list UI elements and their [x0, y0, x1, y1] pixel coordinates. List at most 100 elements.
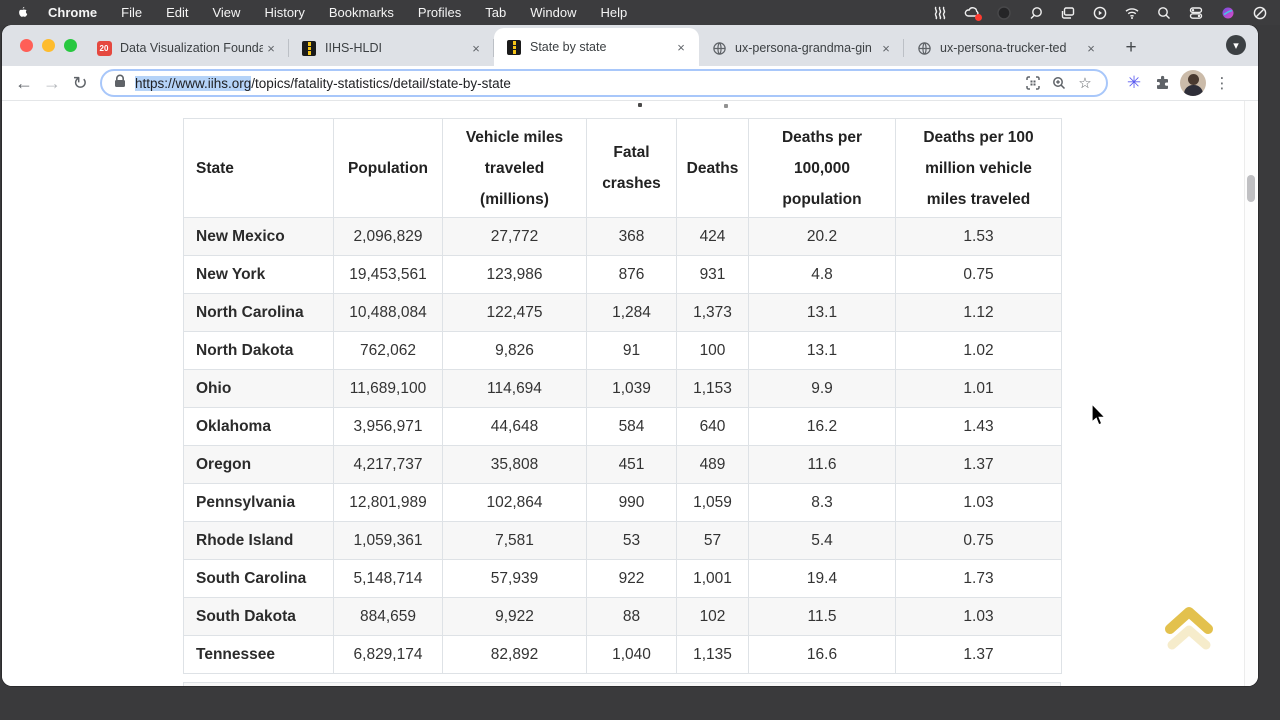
- table-row: North Carolina 10,488,084 122,475 1,284 1,37…: [183, 293, 1062, 332]
- close-tab-icon[interactable]: ×: [882, 40, 890, 56]
- waves-icon[interactable]: [931, 4, 948, 21]
- value-cell: 990: [586, 483, 677, 522]
- value-cell: 1,284: [586, 293, 677, 332]
- value-cell: 11,689,100: [333, 369, 443, 408]
- table-header-row: State Population Vehicle miles traveled (m…: [183, 118, 1062, 218]
- reload-button[interactable]: ↻: [72, 72, 88, 93]
- close-tab-icon[interactable]: ×: [677, 39, 685, 55]
- value-cell: 368: [586, 217, 677, 256]
- lock-icon[interactable]: [114, 74, 126, 93]
- url-rest-text: /topics/fatality-statistics/detail/state…: [251, 75, 511, 91]
- focus-mode-icon[interactable]: [1251, 4, 1268, 21]
- tab-ux-persona-grandma[interactable]: ux-persona-grandma-gin ×: [699, 30, 904, 66]
- screenshot-icon[interactable]: [1020, 70, 1046, 96]
- menu-tab[interactable]: Tab: [485, 5, 507, 20]
- scroll-to-top-button[interactable]: [1158, 599, 1220, 661]
- tab-ux-persona-trucker[interactable]: ux-persona-trucker-ted ×: [904, 30, 1109, 66]
- tab-data-visualization[interactable]: 20 Data Visualization Founda ×: [84, 30, 289, 66]
- wifi-icon[interactable]: [1123, 4, 1140, 21]
- page-scrollbar[interactable]: [1244, 101, 1257, 686]
- value-cell: 12,801,989: [333, 483, 443, 522]
- value-cell: 1.53: [895, 217, 1062, 256]
- value-cell: 6,829,174: [333, 635, 443, 674]
- value-cell: 10,488,084: [333, 293, 443, 332]
- value-cell: 1,059,361: [333, 521, 443, 560]
- value-cell: 1.73: [895, 559, 1062, 598]
- value-cell: 20.2: [748, 217, 896, 256]
- state-name-cell: North Carolina: [183, 293, 334, 332]
- value-cell: 1,001: [676, 559, 749, 598]
- value-cell: 4,217,737: [333, 445, 443, 484]
- profile-avatar[interactable]: [1180, 70, 1206, 96]
- value-cell: 53: [586, 521, 677, 560]
- spotlight-search-icon[interactable]: [1155, 4, 1172, 21]
- value-cell: 451: [586, 445, 677, 484]
- apple-menu-icon[interactable]: [14, 5, 30, 21]
- menu-window[interactable]: Window: [530, 5, 577, 20]
- back-button[interactable]: ←: [15, 72, 33, 93]
- notification-badge: [975, 14, 982, 21]
- tab-title: IIHS-HLDI: [325, 41, 382, 55]
- tab-search-button[interactable]: ▾: [1226, 35, 1246, 55]
- tab-iihs-hldi[interactable]: IIHS-HLDI ×: [289, 30, 494, 66]
- play-circle-icon[interactable]: [1091, 4, 1108, 21]
- control-center-icon[interactable]: [1187, 4, 1204, 21]
- menu-bookmarks[interactable]: Bookmarks: [328, 5, 394, 20]
- double-chevron-up-icon: [1165, 607, 1213, 650]
- sync-cloud-icon[interactable]: [963, 4, 982, 21]
- assistant-app-icon[interactable]: [1219, 4, 1236, 21]
- extensions-puzzle-icon[interactable]: [1148, 69, 1176, 97]
- windows-icon[interactable]: [1059, 4, 1076, 21]
- menu-edit[interactable]: Edit: [166, 5, 189, 20]
- extension-asterisk-icon[interactable]: ✳: [1126, 73, 1142, 92]
- value-cell: 44,648: [442, 407, 587, 446]
- url-text[interactable]: https://www.iihs.org/topics/fatality-sta…: [135, 75, 1020, 91]
- bookmark-star-icon[interactable]: ☆: [1078, 75, 1092, 92]
- state-name-cell: Oklahoma: [183, 407, 334, 446]
- globe-favicon: [711, 40, 727, 56]
- partially-visible-row: [183, 682, 1061, 686]
- minimize-window-button[interactable]: [42, 39, 55, 52]
- value-cell: 1,059: [676, 483, 749, 522]
- value-cell: 584: [586, 407, 677, 446]
- menu-history[interactable]: History: [264, 5, 305, 20]
- tab-title: ux-persona-grandma-gin: [735, 41, 872, 55]
- close-tab-icon[interactable]: ×: [472, 40, 480, 56]
- close-window-button[interactable]: [20, 39, 33, 52]
- table-row: Oregon 4,217,737 35,808 451 489 11.6 1.37: [183, 445, 1062, 484]
- tab-state-by-state[interactable]: State by state ×: [494, 28, 699, 66]
- menu-view[interactable]: View: [212, 5, 241, 20]
- menu-app-chrome[interactable]: Chrome: [48, 5, 98, 20]
- dark-app-icon[interactable]: [995, 4, 1012, 21]
- table-row: Rhode Island 1,059,361 7,581 53 57 5.4 0.75: [183, 521, 1062, 560]
- scrollbar-thumb[interactable]: [1247, 175, 1255, 202]
- chrome-menu-icon[interactable]: ⋮: [1214, 75, 1230, 92]
- value-cell: 114,694: [442, 369, 587, 408]
- clipped-title-fragment: [724, 104, 728, 108]
- table-row: South Carolina 5,148,714 57,939 922 1,001 19.…: [183, 559, 1062, 598]
- forward-button[interactable]: →: [43, 72, 61, 93]
- fullscreen-window-button[interactable]: [64, 39, 77, 52]
- menu-help[interactable]: Help: [600, 5, 628, 20]
- zoom-app-icon[interactable]: [1027, 4, 1044, 21]
- value-cell: 1,135: [676, 635, 749, 674]
- table-body: New Mexico 2,096,829 27,772 368 424 20.2 1.53 N…: [183, 217, 1062, 674]
- value-cell: 1.37: [895, 635, 1062, 674]
- value-cell: 8.3: [748, 483, 896, 522]
- value-cell: 5,148,714: [333, 559, 443, 598]
- close-tab-icon[interactable]: ×: [267, 40, 275, 56]
- new-tab-button[interactable]: +: [1125, 37, 1137, 58]
- value-cell: 884,659: [333, 597, 443, 636]
- value-cell: 1.12: [895, 293, 1062, 332]
- value-cell: 1.43: [895, 407, 1062, 446]
- state-name-cell: North Dakota: [183, 331, 334, 370]
- menu-file[interactable]: File: [121, 5, 143, 20]
- menu-profiles[interactable]: Profiles: [417, 5, 462, 20]
- value-cell: 123,986: [442, 255, 587, 294]
- value-cell: 1,153: [676, 369, 749, 408]
- close-tab-icon[interactable]: ×: [1087, 40, 1095, 56]
- address-bar[interactable]: https://www.iihs.org/topics/fatality-sta…: [100, 69, 1108, 97]
- zoom-icon[interactable]: [1046, 70, 1072, 96]
- value-cell: 931: [676, 255, 749, 294]
- state-name-cell: Rhode Island: [183, 521, 334, 560]
